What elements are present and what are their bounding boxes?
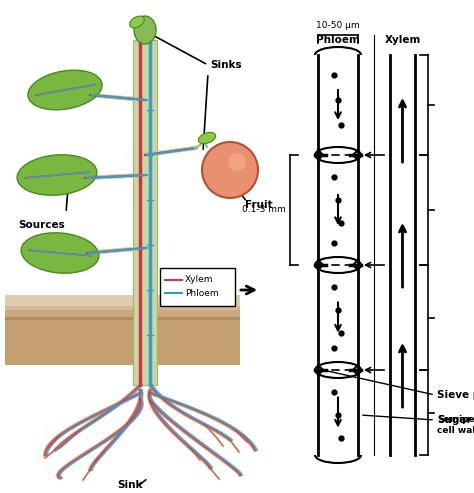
Text: 10-50 μm: 10-50 μm xyxy=(316,21,360,30)
Text: Sources: Sources xyxy=(18,220,65,230)
Text: Phloem: Phloem xyxy=(185,288,219,297)
Text: Sinks: Sinks xyxy=(210,60,242,70)
FancyBboxPatch shape xyxy=(133,40,157,385)
Text: Xylem: Xylem xyxy=(185,276,213,284)
Circle shape xyxy=(202,142,258,198)
Bar xyxy=(160,268,235,306)
Ellipse shape xyxy=(28,70,102,110)
Ellipse shape xyxy=(21,233,99,273)
Text: Sink: Sink xyxy=(117,480,143,490)
Ellipse shape xyxy=(129,16,145,28)
Text: Sieve plates: Sieve plates xyxy=(437,390,474,400)
Ellipse shape xyxy=(199,133,216,143)
Circle shape xyxy=(228,153,246,171)
Text: Phloem: Phloem xyxy=(316,35,360,45)
Ellipse shape xyxy=(134,16,156,44)
FancyBboxPatch shape xyxy=(5,310,240,365)
Text: Xylem: Xylem xyxy=(384,35,421,45)
FancyBboxPatch shape xyxy=(5,295,240,317)
FancyBboxPatch shape xyxy=(5,306,240,320)
Text: 0.1-3 mm: 0.1-3 mm xyxy=(242,206,286,214)
Text: Sugar: Sugar xyxy=(437,415,472,425)
Text: Semipermeable
cell wall: Semipermeable cell wall xyxy=(437,415,474,435)
Text: Fruit: Fruit xyxy=(245,200,273,210)
Ellipse shape xyxy=(17,155,97,195)
